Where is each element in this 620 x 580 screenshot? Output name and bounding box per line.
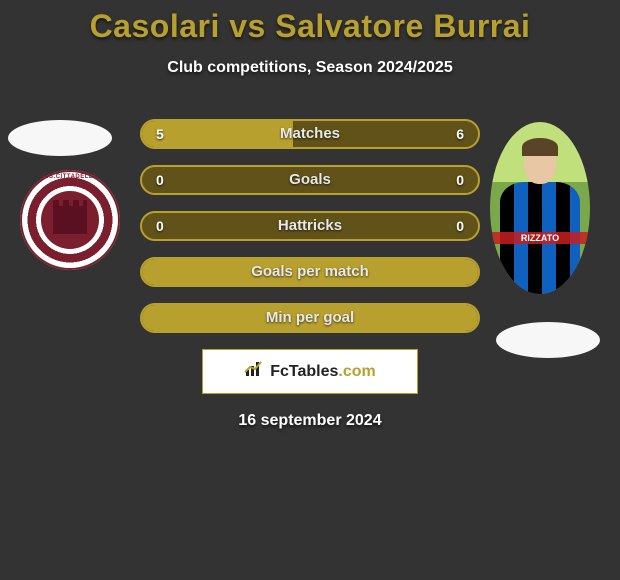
- stat-row-matches: 5 Matches 6: [140, 119, 480, 149]
- left-club-badge: A.S.CITTADELLA 1973: [20, 170, 120, 270]
- brand-box[interactable]: FcTables.com: [202, 349, 418, 394]
- brand-text: FcTables.com: [270, 363, 376, 381]
- stat-row-min-per-goal: Min per goal: [140, 303, 480, 333]
- stat-label: Goals per match: [142, 259, 478, 285]
- stat-value-right: 6: [456, 121, 464, 147]
- castle-icon: [53, 206, 87, 234]
- subtitle: Club competitions, Season 2024/2025: [0, 59, 620, 77]
- stat-value-right: 0: [456, 167, 464, 193]
- brand-name: FcTables: [270, 363, 338, 380]
- stat-row-hattricks: 0 Hattricks 0: [140, 211, 480, 241]
- right-club-badge-placeholder: [496, 322, 600, 358]
- jersey-sponsor: RIZZATO: [490, 232, 590, 244]
- badge-top-text: A.S.CITTADELLA: [20, 174, 120, 180]
- page-title: Casolari vs Salvatore Burrai: [0, 0, 620, 45]
- badge-year: 1973: [20, 253, 120, 264]
- left-player-avatar-placeholder: [8, 120, 112, 156]
- stat-label: Matches: [142, 121, 478, 147]
- stats-container: 5 Matches 6 0 Goals 0 0 Hattricks 0 Goal…: [140, 119, 480, 333]
- date-text: 16 september 2024: [0, 412, 620, 430]
- stat-label: Min per goal: [142, 305, 478, 331]
- stat-label: Goals: [142, 167, 478, 193]
- right-player-photo: RIZZATO: [490, 122, 590, 294]
- stat-row-goals: 0 Goals 0: [140, 165, 480, 195]
- brand-suffix: .com: [338, 363, 375, 380]
- stat-row-goals-per-match: Goals per match: [140, 257, 480, 287]
- stat-label: Hattricks: [142, 213, 478, 239]
- stat-value-right: 0: [456, 213, 464, 239]
- bar-chart-icon: [244, 360, 266, 383]
